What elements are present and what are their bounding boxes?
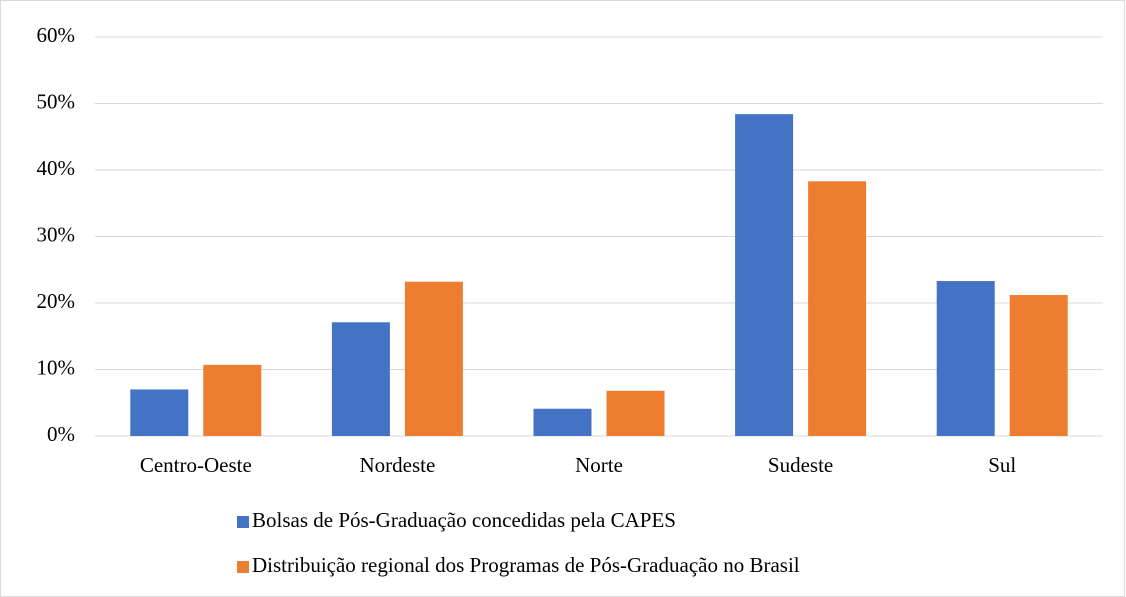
x-tick-label: Centro-Oeste <box>140 453 252 477</box>
bar <box>606 390 665 436</box>
y-tick-label: 20% <box>37 289 76 313</box>
legend-label: Bolsas de Pós-Graduação concedidas pela … <box>252 508 676 532</box>
y-tick-label: 0% <box>47 422 75 446</box>
y-tick-label: 40% <box>37 156 76 180</box>
bar <box>808 181 867 436</box>
bar <box>331 322 390 436</box>
bar <box>533 408 592 436</box>
x-tick-label: Sudeste <box>768 453 833 477</box>
bar <box>130 389 189 436</box>
bar <box>404 281 463 436</box>
legend-label: Distribuição regional dos Programas de P… <box>252 553 800 577</box>
legend-swatch <box>237 516 249 528</box>
legend-swatch <box>237 561 249 573</box>
y-tick-label: 50% <box>37 89 76 113</box>
y-tick-label: 10% <box>37 355 76 379</box>
bar <box>1009 295 1068 436</box>
bar <box>203 364 262 436</box>
x-tick-label: Sul <box>988 453 1016 477</box>
x-tick-label: Nordeste <box>359 453 435 477</box>
bar <box>936 281 995 436</box>
y-tick-label: 60% <box>37 23 76 47</box>
x-tick-label: Norte <box>575 453 623 477</box>
bar <box>735 114 794 436</box>
y-tick-label: 30% <box>37 222 76 246</box>
